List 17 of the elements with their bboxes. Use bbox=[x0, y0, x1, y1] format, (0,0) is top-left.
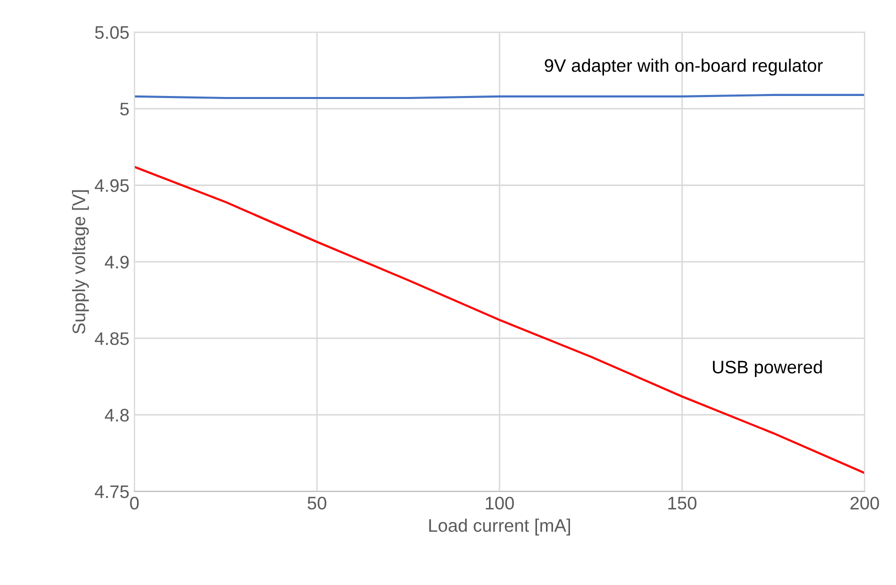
x-axis-title: Load current [mA] bbox=[429, 518, 570, 536]
y-tick-label: 4.9 bbox=[104, 256, 129, 269]
y-tick-label: 5 bbox=[120, 102, 129, 116]
x-tick-label: 50 bbox=[308, 496, 326, 510]
y-tick-label: 4.75 bbox=[94, 486, 129, 498]
line-series bbox=[134, 166, 865, 474]
y-axis-title: Supply voltage [V] bbox=[72, 190, 89, 334]
series-label: 9V adapter with on-board regulator bbox=[544, 58, 823, 76]
x-tick-label: 100 bbox=[486, 496, 514, 510]
x-tick-label: 150 bbox=[668, 496, 696, 510]
y-tick-label: 4.95 bbox=[94, 179, 129, 192]
x-tick-label: 0 bbox=[130, 496, 139, 510]
x-tick-label: 200 bbox=[850, 496, 879, 510]
series-label: USB powered bbox=[712, 360, 822, 378]
y-tick-label: 5.05 bbox=[95, 26, 129, 39]
y-tick-label: 4.85 bbox=[94, 332, 129, 346]
y-tick-label: 4.8 bbox=[104, 408, 129, 422]
